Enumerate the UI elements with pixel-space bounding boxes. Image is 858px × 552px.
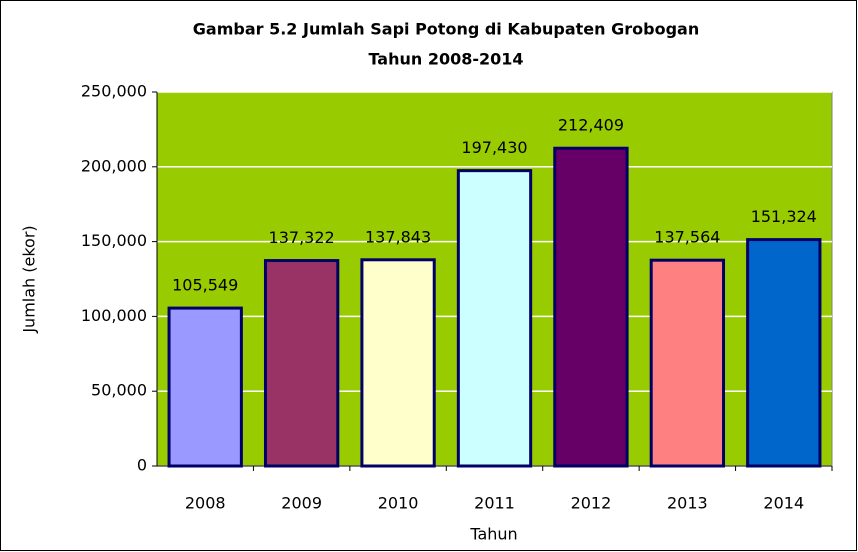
bar <box>456 169 533 468</box>
x-tick-label: 2010 <box>378 494 419 513</box>
value-label: 105,549 <box>172 276 238 295</box>
x-tick-label: 2013 <box>667 494 708 513</box>
bar <box>360 258 436 468</box>
x-axis-label: Tahun <box>469 525 517 544</box>
y-tick-label: 250,000 <box>81 82 147 101</box>
bar <box>167 306 243 468</box>
y-axis-label: Jumlah (ekor) <box>20 225 39 333</box>
y-tick-label: 0 <box>137 456 147 475</box>
y-tick-label: 100,000 <box>81 306 147 325</box>
bar <box>553 146 629 468</box>
x-tick-label: 2014 <box>763 494 804 513</box>
value-label: 197,430 <box>461 138 527 157</box>
x-tick-label: 2009 <box>281 494 322 513</box>
bar <box>263 259 340 468</box>
chart-title: Gambar 5.2 Jumlah Sapi Potong di Kabupat… <box>193 20 699 39</box>
value-label: 212,409 <box>558 116 624 135</box>
x-tick-label: 2012 <box>571 494 612 513</box>
value-label: 137,322 <box>269 228 335 247</box>
value-label: 137,564 <box>654 228 720 247</box>
x-tick-label: 2011 <box>474 494 515 513</box>
y-tick-label: 50,000 <box>91 381 147 400</box>
bar <box>746 238 822 468</box>
chart-subtitle: Tahun 2008-2014 <box>368 50 523 69</box>
bar <box>649 258 726 468</box>
y-tick-label: 200,000 <box>81 156 147 175</box>
x-tick-label: 2008 <box>185 494 226 513</box>
value-label: 151,324 <box>751 207 817 226</box>
value-label: 137,843 <box>365 227 431 246</box>
y-tick-label: 150,000 <box>81 231 147 250</box>
